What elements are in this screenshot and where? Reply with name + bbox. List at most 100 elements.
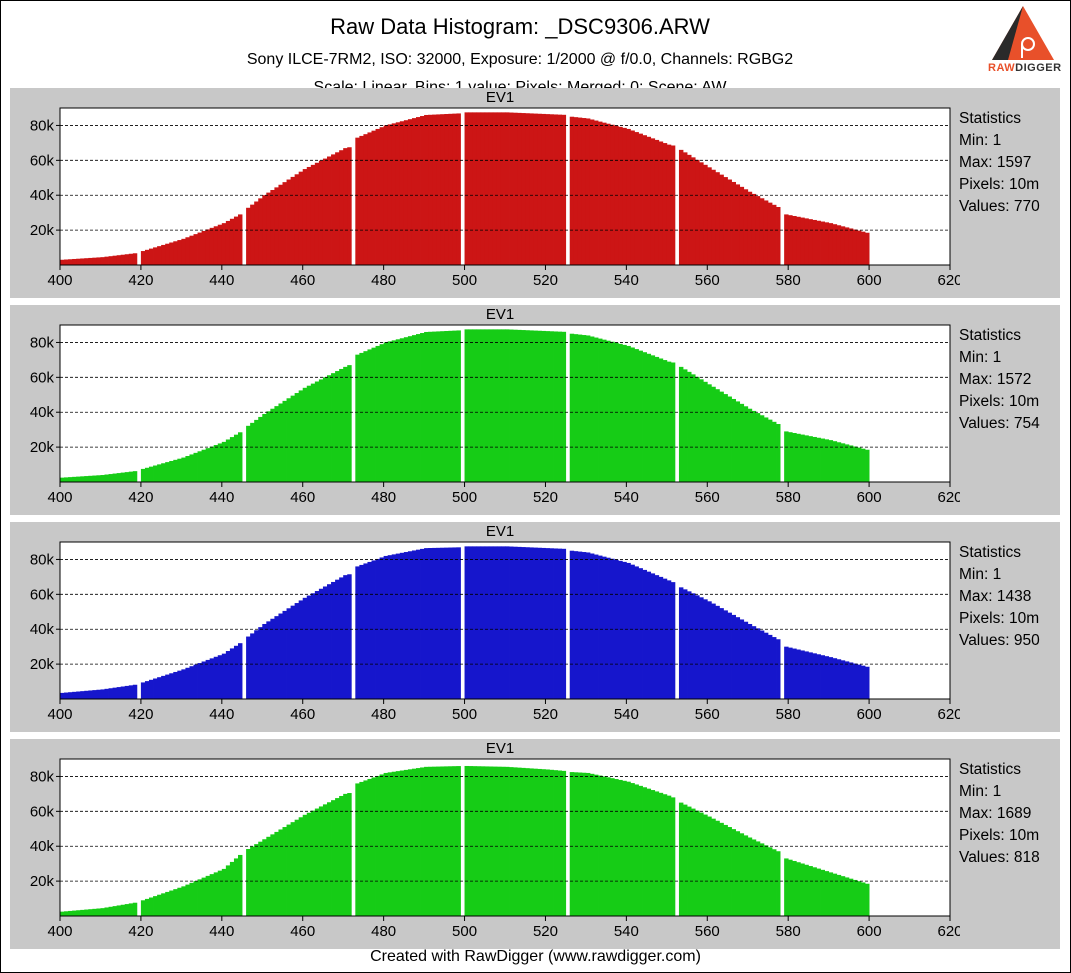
histogram-bar	[517, 112, 522, 265]
histogram-bar	[169, 890, 174, 916]
histogram-bar	[266, 411, 271, 482]
histogram-bar	[120, 686, 126, 699]
histogram-bar	[776, 206, 781, 265]
footer-credit: Created with RawDigger (www.rawdigger.co…	[370, 948, 701, 965]
x-tick-label: 560	[695, 272, 720, 289]
histogram-bar	[715, 605, 720, 699]
x-tick-label: 400	[47, 272, 72, 289]
histogram-bar	[642, 352, 647, 482]
histogram-bar	[630, 130, 635, 265]
histogram-bar	[456, 547, 461, 699]
histogram-bar	[767, 202, 773, 265]
histogram-bar	[800, 434, 805, 482]
histogram-bar	[367, 349, 372, 482]
histogram-bar	[403, 552, 409, 699]
histogram-bar	[209, 446, 215, 482]
histogram-bar	[464, 765, 469, 916]
histogram-bar	[149, 897, 154, 916]
histogram-bar	[76, 476, 81, 482]
histogram-bar	[104, 256, 109, 265]
histogram-bar	[153, 465, 158, 482]
histogram-bar	[339, 150, 344, 265]
histogram-bar	[529, 113, 534, 265]
histogram-bar	[630, 783, 635, 916]
histogram-bar	[476, 329, 482, 482]
histogram-bar	[484, 546, 490, 699]
histogram-bar	[865, 883, 870, 916]
histogram-bar	[80, 909, 85, 916]
histogram-bar	[476, 112, 482, 265]
page-title: Raw Data Histogram: _DSC9306.ARW	[330, 14, 710, 39]
stats-values: Values: 950	[959, 632, 1040, 649]
histogram-bar	[286, 398, 291, 482]
histogram-bar	[658, 792, 664, 916]
histogram-bar	[670, 362, 676, 482]
histogram-bar	[448, 766, 453, 916]
histogram-bar	[824, 656, 830, 699]
histogram-bar	[246, 207, 251, 265]
histogram-bar	[225, 865, 231, 916]
histogram-bar	[306, 166, 312, 265]
histogram-bar	[217, 870, 223, 916]
histogram-bar	[707, 816, 712, 916]
x-tick-label: 420	[128, 489, 153, 506]
histogram-bar	[711, 603, 716, 699]
stats-pixels: Pixels: 10m	[959, 827, 1040, 844]
histogram-bar	[816, 868, 821, 916]
histogram-bar	[302, 169, 308, 265]
histogram-bar	[488, 546, 494, 699]
histogram-bar	[557, 114, 563, 265]
histogram-bar	[379, 557, 385, 699]
histogram-bar	[391, 554, 397, 699]
y-tick-label: 60k	[30, 369, 55, 386]
histogram-bar	[727, 396, 732, 482]
histogram-bar	[537, 768, 542, 916]
histogram-bar	[703, 164, 708, 265]
histogram-bar	[763, 200, 769, 265]
histogram-bar	[161, 244, 166, 265]
histogram-bar	[788, 215, 793, 265]
histogram-bar	[347, 793, 352, 916]
histogram-bar	[557, 770, 563, 916]
histogram-bar	[157, 677, 162, 699]
histogram-bar	[318, 379, 324, 482]
histogram-bar	[181, 886, 186, 916]
histogram-bar	[335, 371, 340, 482]
histogram-bar	[618, 126, 623, 265]
histogram-bar	[650, 355, 656, 482]
histogram-bar	[104, 474, 109, 482]
histogram-bar	[205, 659, 211, 699]
histogram-bar	[399, 338, 405, 482]
histogram-bar	[468, 112, 474, 265]
histogram-bar	[258, 841, 263, 916]
histogram-bar	[654, 791, 660, 916]
histogram-bar	[395, 339, 401, 482]
histogram-bar	[585, 118, 591, 265]
histogram-bar	[808, 219, 813, 265]
histogram-bar	[678, 802, 684, 916]
histogram-bar	[719, 822, 724, 916]
histogram-bar	[363, 351, 368, 482]
histogram-bar	[662, 143, 668, 265]
histogram-bar	[496, 112, 502, 265]
histogram-bar	[327, 375, 332, 482]
histogram-bar	[747, 837, 753, 916]
histogram-bar	[852, 663, 858, 699]
histogram-bar	[331, 154, 336, 265]
histogram-bar	[290, 176, 296, 265]
histogram-bar	[274, 831, 279, 916]
histogram-bar	[108, 474, 113, 482]
histogram-bar	[424, 766, 429, 916]
histogram-bar	[379, 774, 385, 916]
histogram-bar	[662, 578, 668, 699]
histogram-bar	[646, 571, 652, 699]
histogram-bar	[865, 449, 870, 482]
histogram-bar	[322, 158, 328, 265]
histogram-bar	[225, 439, 231, 482]
histogram-bar	[193, 664, 198, 699]
histogram-bar	[294, 603, 300, 699]
histogram-bar	[500, 112, 506, 265]
histogram-bar	[731, 614, 736, 699]
histogram-bar	[181, 669, 186, 699]
histogram-bar	[217, 443, 223, 482]
